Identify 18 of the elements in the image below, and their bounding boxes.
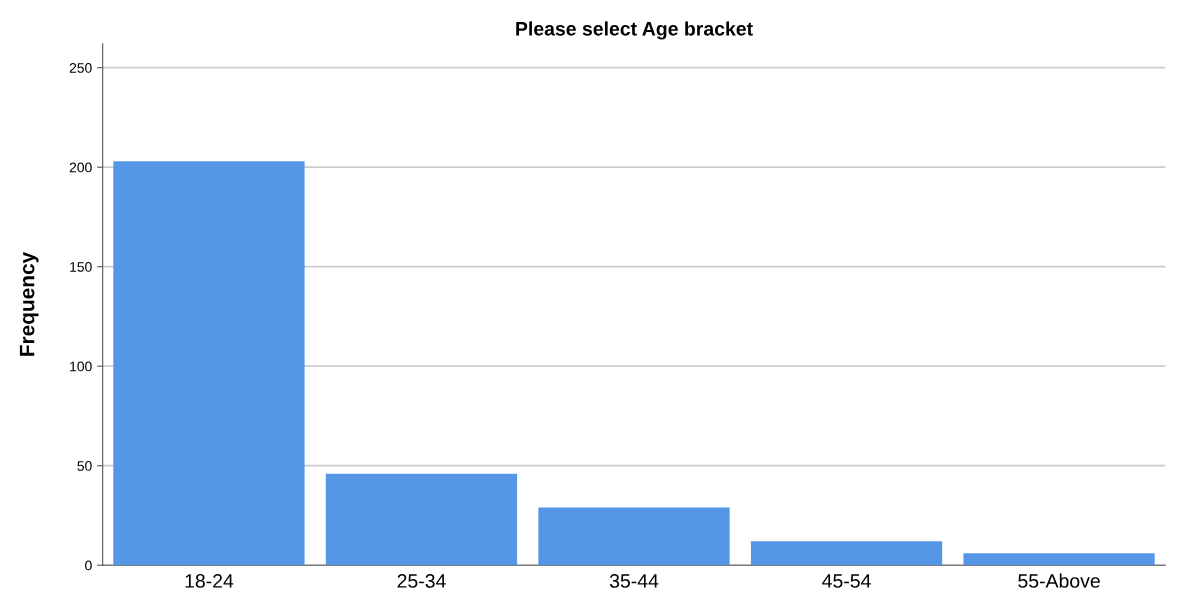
bar	[750, 541, 943, 566]
x-tick-label: 35-44	[609, 574, 659, 588]
x-tick-label: 25-34	[397, 574, 446, 588]
y-tick-label: 250	[69, 63, 92, 73]
bar	[113, 161, 305, 566]
x-tick-label: 18-24	[185, 574, 234, 588]
y-axis-title: Frequency	[19, 251, 39, 356]
x-tick-label: 45-54	[822, 574, 871, 588]
bar	[325, 473, 518, 566]
bar	[538, 507, 730, 566]
y-tick-label: 0	[85, 560, 92, 571]
chart-title: Please select Age bracket	[516, 21, 753, 40]
y-tick-label: 200	[69, 162, 92, 173]
bar	[963, 553, 1155, 566]
x-tick-label: 55-Above	[1018, 573, 1100, 588]
y-tick-label: 150	[70, 262, 92, 272]
y-tick-label: 50	[77, 461, 92, 471]
y-tick-label: 100	[70, 361, 92, 372]
